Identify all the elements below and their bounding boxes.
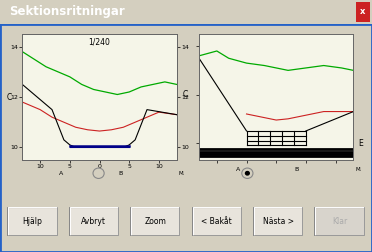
Circle shape [245,171,250,176]
Text: < Bakåt: < Bakåt [201,217,232,226]
Text: x: x [360,8,365,16]
FancyBboxPatch shape [356,3,370,22]
Text: A: A [59,171,63,176]
Circle shape [242,168,253,178]
Text: Zoom: Zoom [144,217,166,226]
Text: Nästa >: Nästa > [263,217,294,226]
Text: B: B [118,171,122,176]
Text: Sektionsritningar: Sektionsritningar [9,6,125,18]
Text: 1/240: 1/240 [89,38,110,47]
Text: E: E [358,139,363,148]
Text: M.: M. [355,167,362,172]
Text: Avbryt: Avbryt [81,217,106,226]
Text: Hjälp: Hjälp [23,217,42,226]
Text: Klar: Klar [332,217,347,226]
Text: B: B [295,167,299,172]
Text: C: C [183,90,188,99]
Circle shape [93,168,104,178]
Text: A: A [235,167,240,172]
Text: M.: M. [179,171,185,176]
Text: C: C [6,92,12,102]
